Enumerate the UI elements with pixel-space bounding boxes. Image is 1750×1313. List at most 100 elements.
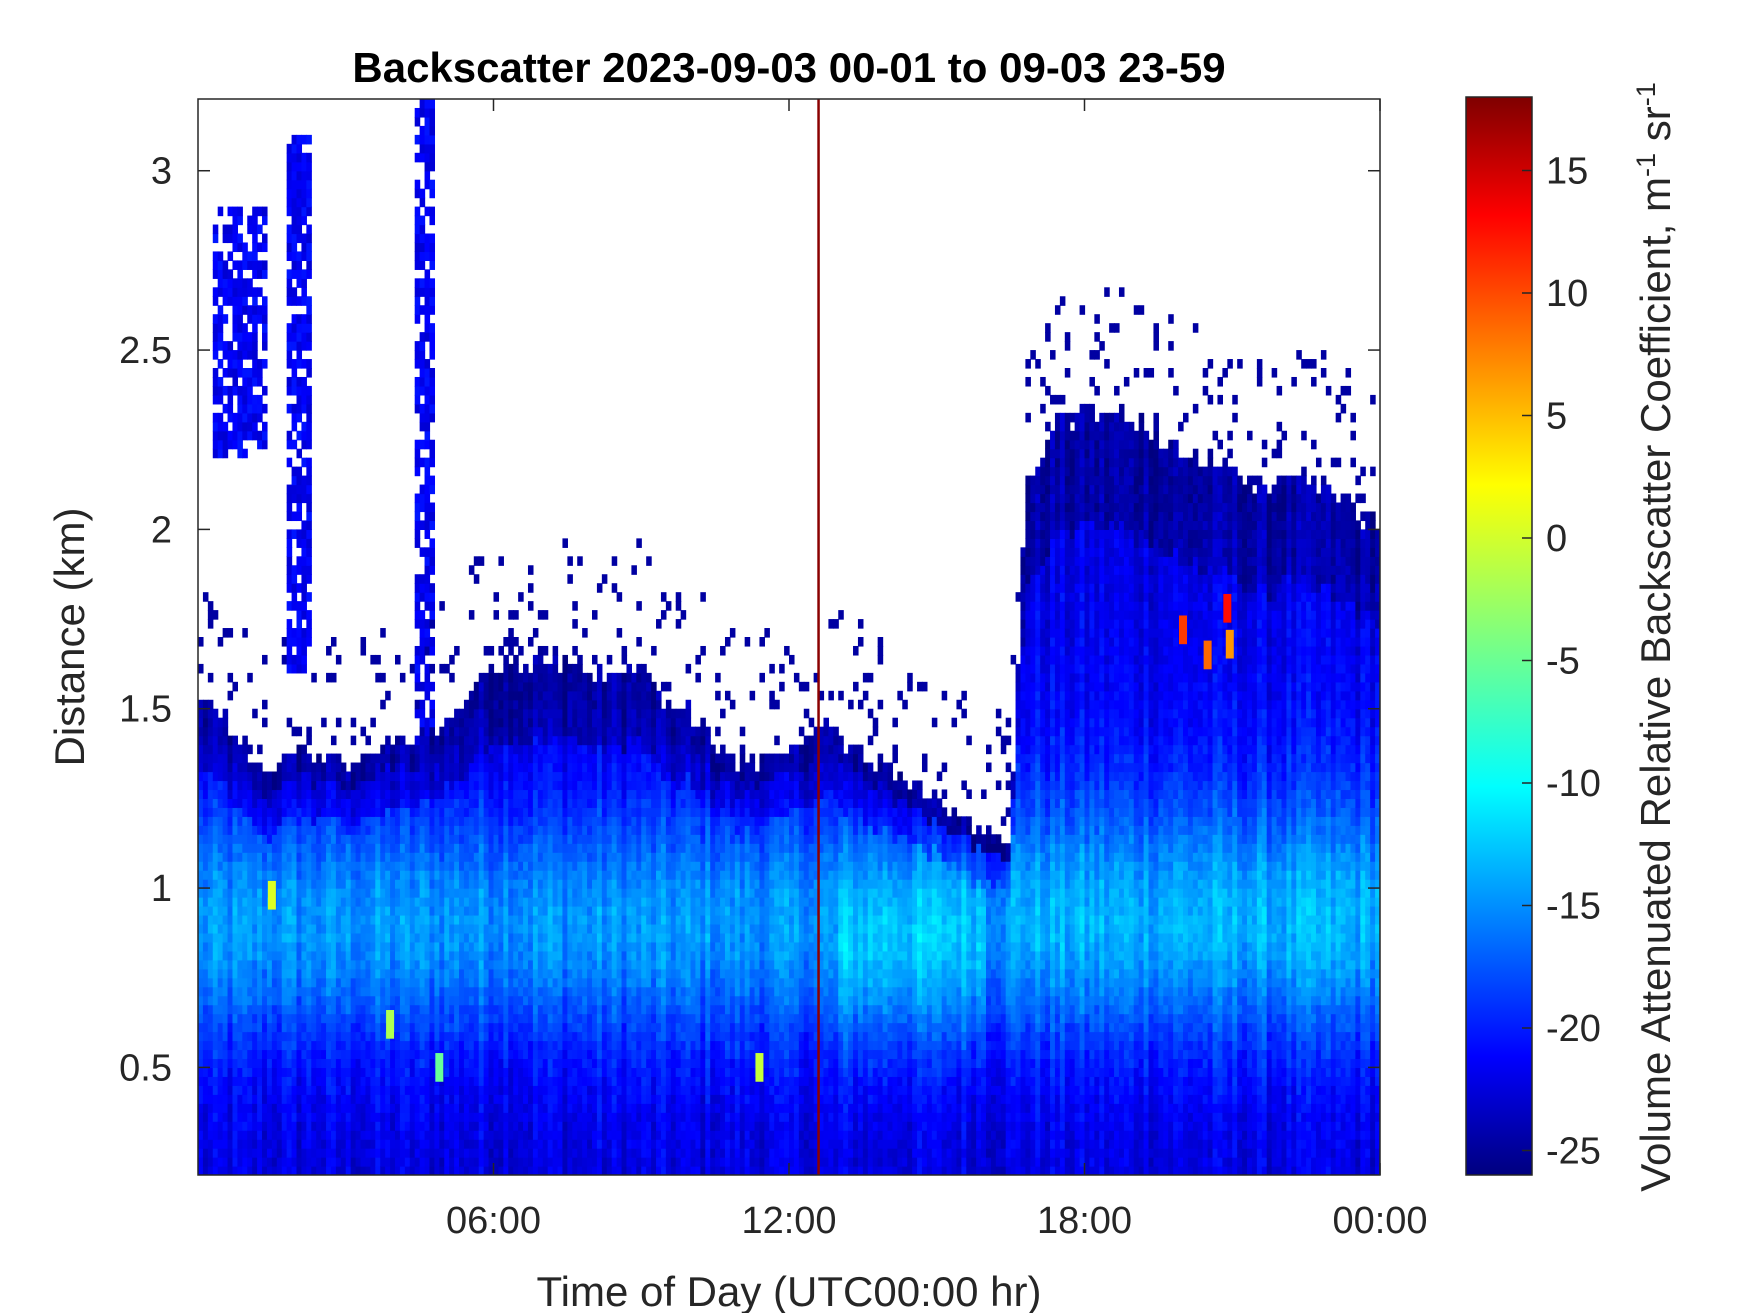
heatmap-cell [198,780,204,791]
heatmap-cell [463,1067,470,1077]
heatmap-cell [429,448,436,459]
heatmap-cell [242,376,248,387]
heatmap-cell [542,995,549,1006]
heatmap-cell [350,1148,357,1158]
heatmap-cell [296,906,303,916]
heatmap-cell [572,762,578,773]
heatmap-cell [572,816,578,826]
heatmap-cell [513,1004,519,1015]
heatmap-cell [503,726,509,737]
heatmap-cell [198,1130,204,1140]
heatmap-cell [380,753,386,764]
heatmap-cell [527,995,534,1006]
heatmap-cell [424,179,431,190]
heatmap-cell [567,1130,573,1140]
heatmap-cell [518,1139,524,1149]
heatmap-cell [296,637,303,647]
heatmap-cell [301,906,307,916]
heatmap-cell [198,1085,204,1095]
heatmap-cell [365,914,371,925]
heatmap-cell [222,1049,229,1060]
heatmap-cell [281,1148,288,1158]
heatmap-cell [306,789,312,799]
heatmap-cell [429,125,436,136]
heatmap-cell [483,861,490,871]
heatmap-cell [247,251,253,261]
heatmap-cell [527,959,534,970]
heatmap-cell [459,888,465,898]
heatmap-cell [257,359,263,369]
heatmap-cell [468,798,475,808]
heatmap-cell [414,941,421,952]
heatmap-cell [321,1040,327,1051]
heatmap-cell [488,1166,495,1175]
heatmap-cell [478,932,485,943]
heatmap-cell [281,1004,288,1015]
heatmap-cell [572,1031,578,1042]
heatmap-cell [202,699,209,710]
heatmap-cell [488,959,495,970]
heatmap-cell [596,1139,603,1149]
heatmap-cell [202,789,209,799]
heatmap-cell [449,834,455,844]
heatmap-cell [592,789,598,799]
heatmap-cell [286,188,293,199]
heatmap-cell [296,726,303,737]
heatmap-cell [592,923,598,934]
heatmap-cell [385,780,391,791]
heatmap-cell [513,699,519,710]
heatmap-cell [454,1121,460,1131]
heatmap-cell [478,1022,485,1033]
heatmap-cell [247,368,253,378]
heatmap-cell [266,816,273,826]
heatmap-cell [587,1103,593,1113]
heatmap-cell [395,932,401,943]
heatmap-cell [340,888,347,898]
heatmap-cell [547,1157,554,1167]
heatmap-cell [345,995,352,1006]
heatmap-cell [207,825,214,835]
heatmap-cell [424,923,431,934]
heatmap-cell [262,260,268,270]
heatmap-cell [587,789,593,799]
heatmap-cell [527,897,534,907]
heatmap-cell [572,977,578,988]
heatmap-cell [291,296,298,306]
heatmap-cell [212,977,219,988]
heatmap-cell [429,834,436,844]
heatmap-cell [262,1103,268,1113]
heatmap-cell [439,968,445,979]
heatmap-cell [345,1148,352,1158]
heatmap-cell [557,717,564,728]
heatmap-cell [207,995,214,1006]
heatmap-cell [444,771,450,782]
heatmap-cell [395,744,401,755]
heatmap-cell [414,645,421,656]
heatmap-cell [434,906,440,916]
heatmap-cell [429,798,436,808]
heatmap-cell [483,744,490,755]
heatmap-cell [360,1058,367,1068]
heatmap-cell [390,1130,396,1140]
heatmap-cell [587,708,593,719]
heatmap-cell [330,1139,337,1149]
heatmap-cell [596,950,603,961]
heatmap-cell [513,968,519,979]
heatmap-cell [326,861,332,871]
heatmap-cell [424,690,431,701]
heatmap-cell [271,1058,278,1068]
heatmap-cell [454,1157,460,1167]
heatmap-cell [429,1103,436,1113]
heatmap-cell [557,789,564,799]
heatmap-cell [286,1004,293,1015]
heatmap-cell [291,1139,298,1149]
heatmap-cell [518,977,524,988]
heatmap-cell [198,1112,204,1122]
heatmap-cell [419,825,426,835]
heatmap-cell [399,1013,406,1024]
heatmap-cell [340,807,347,817]
heatmap-cell [547,1049,554,1060]
heatmap-cell [227,278,234,288]
heatmap-cell [419,224,426,235]
heatmap-cell [296,332,303,342]
